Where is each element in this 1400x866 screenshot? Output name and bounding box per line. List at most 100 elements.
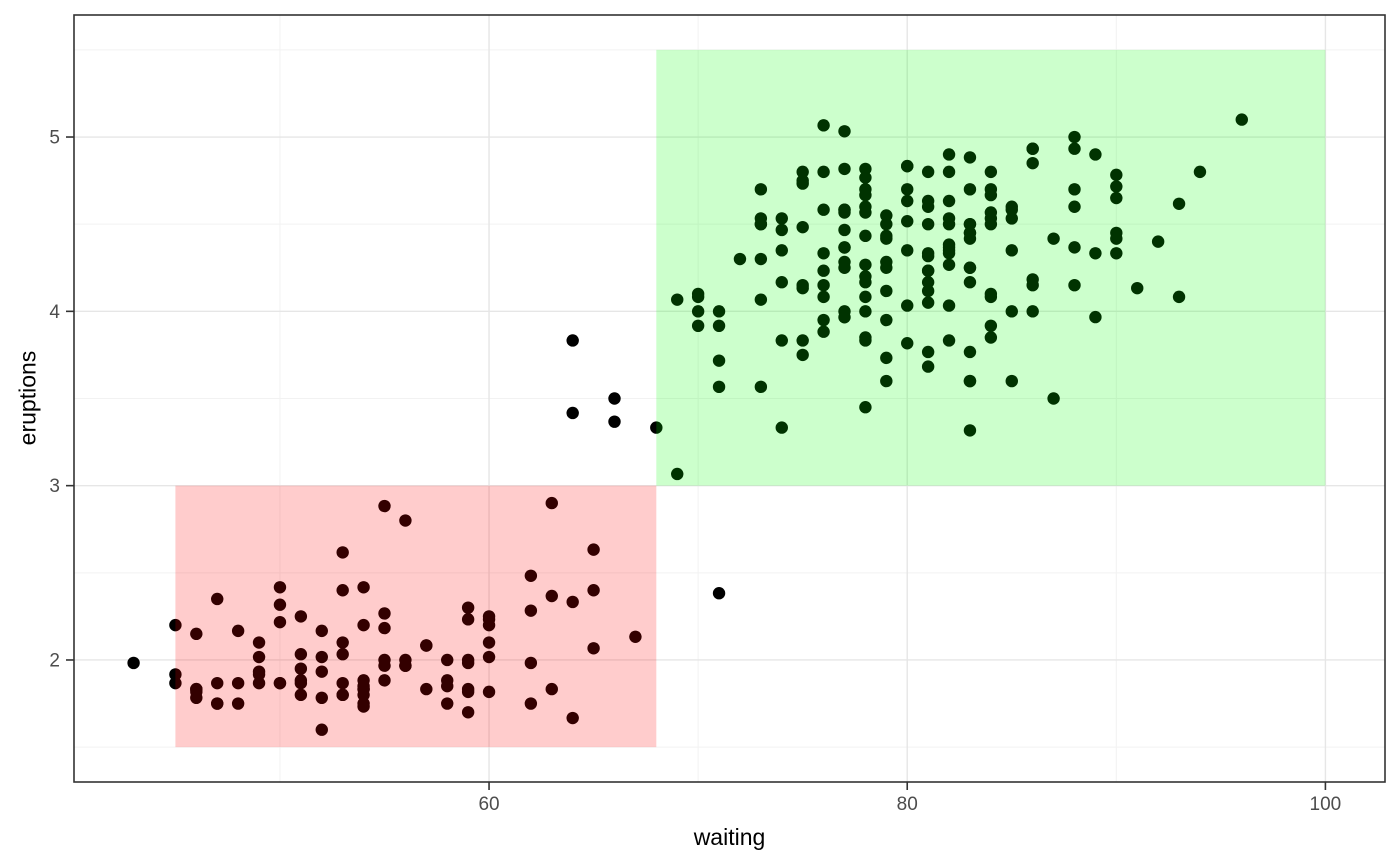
data-point — [211, 697, 224, 710]
x-tick-label: 80 — [897, 794, 918, 815]
data-point — [587, 543, 600, 556]
data-point — [545, 589, 558, 603]
data-point — [420, 682, 433, 696]
data-point — [901, 159, 914, 173]
data-point — [1110, 168, 1123, 182]
data-point — [169, 668, 182, 681]
data-point — [315, 691, 328, 705]
data-point — [921, 217, 935, 231]
data-point — [524, 569, 538, 582]
data-point — [817, 278, 830, 292]
data-point — [880, 313, 893, 327]
data-point — [796, 165, 809, 179]
data-point — [942, 212, 956, 225]
data-point — [796, 220, 809, 234]
data-point — [984, 331, 998, 344]
data-point — [984, 212, 998, 225]
data-point — [942, 299, 956, 312]
data-point — [963, 183, 977, 196]
data-point — [942, 258, 956, 271]
data-point — [963, 217, 977, 231]
data-point — [294, 674, 308, 687]
data-point — [211, 676, 224, 690]
data-point — [566, 711, 579, 725]
x-tick-label: 60 — [478, 794, 499, 815]
data-point — [775, 334, 788, 347]
data-point — [315, 665, 328, 678]
data-point — [461, 656, 475, 670]
data-point — [901, 215, 914, 228]
data-point — [461, 706, 475, 719]
data-point — [1005, 203, 1018, 216]
data-point — [901, 183, 914, 196]
data-point — [608, 415, 621, 428]
data-point — [859, 188, 872, 202]
data-point — [942, 165, 956, 179]
data-point — [524, 697, 538, 710]
data-point — [984, 287, 998, 301]
data-point — [190, 685, 203, 699]
data-point — [482, 610, 496, 623]
panel-border — [73, 14, 1386, 783]
data-point — [336, 648, 349, 661]
data-point — [880, 217, 893, 231]
data-point — [859, 305, 872, 318]
data-point — [1068, 130, 1081, 144]
data-point — [901, 337, 914, 350]
data-point — [817, 290, 830, 304]
data-point — [921, 200, 935, 213]
data-point — [336, 636, 349, 649]
data-point — [336, 688, 349, 702]
data-point — [1068, 241, 1081, 254]
data-point — [775, 244, 788, 257]
data-point — [838, 255, 851, 269]
data-point — [629, 630, 642, 643]
data-point — [461, 613, 475, 626]
data-point — [796, 174, 809, 187]
data-point — [587, 584, 600, 597]
data-point — [859, 401, 872, 414]
data-point — [859, 162, 872, 176]
data-point — [441, 653, 454, 667]
data-point — [963, 261, 977, 274]
data-point — [127, 656, 140, 670]
data-point — [315, 624, 328, 638]
data-point — [817, 313, 830, 327]
data-point — [357, 697, 370, 710]
data-point — [838, 203, 851, 216]
data-point — [1068, 278, 1081, 292]
data-point — [859, 276, 872, 289]
data-point — [1110, 247, 1123, 260]
data-point — [441, 697, 454, 710]
data-point — [817, 247, 830, 260]
data-point — [921, 345, 935, 359]
data-point — [315, 723, 328, 736]
data-point — [859, 290, 872, 304]
data-point — [775, 421, 788, 434]
data-point — [1235, 113, 1248, 126]
data-point — [1026, 305, 1039, 318]
data-point — [315, 650, 328, 664]
data-point — [921, 296, 935, 309]
data-point — [984, 165, 998, 179]
data-point — [942, 334, 956, 347]
data-point — [880, 351, 893, 365]
data-point — [357, 618, 370, 632]
data-point — [482, 650, 496, 664]
data-point — [357, 581, 370, 594]
data-point — [921, 247, 935, 260]
data-point — [378, 653, 391, 667]
data-point — [1005, 212, 1018, 225]
x-tick-label: 100 — [1310, 794, 1342, 815]
data-point — [963, 276, 977, 289]
data-point — [754, 252, 768, 266]
data-point — [294, 688, 308, 702]
data-point — [1110, 180, 1123, 193]
data-point — [942, 148, 956, 161]
data-point — [169, 618, 182, 632]
data-point — [566, 595, 579, 609]
data-point — [461, 685, 475, 699]
data-point — [859, 200, 872, 213]
